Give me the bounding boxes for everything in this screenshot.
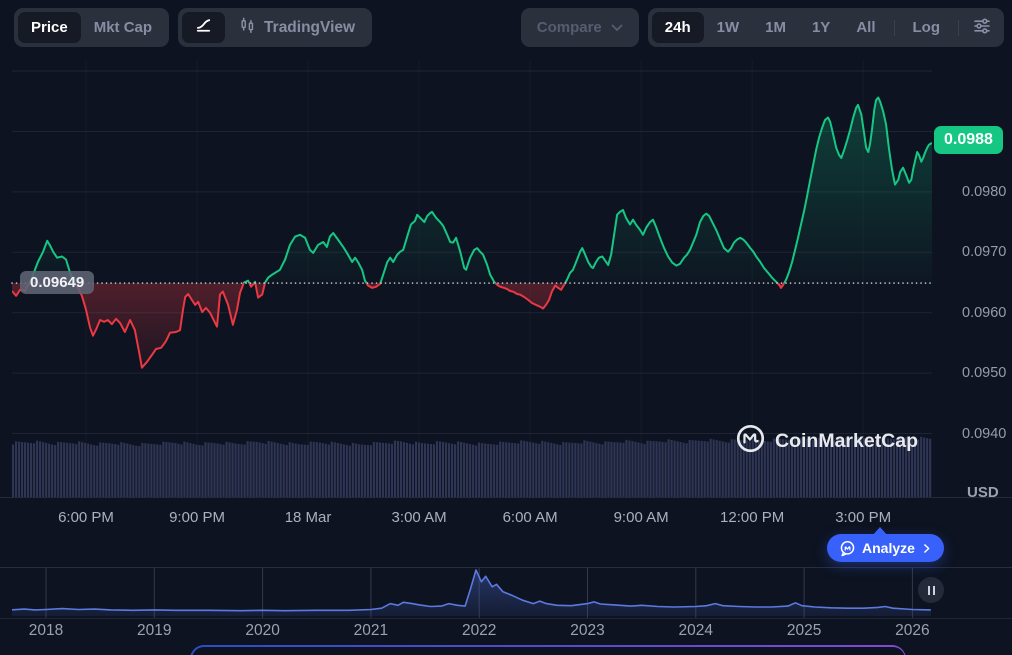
tradingview-label: TradingView — [264, 18, 356, 36]
divider — [893, 19, 895, 36]
line-chart-button[interactable] — [182, 12, 226, 43]
y-axis-label: 0.0940 — [962, 425, 1007, 442]
range-selector: 24h 1W 1M 1Y All Log — [647, 8, 1004, 47]
price-tab[interactable]: Price — [18, 12, 81, 43]
y-axis-label: 0.0950 — [962, 365, 1007, 382]
y-axis-label: 0.0960 — [962, 304, 1007, 321]
range-button-24h[interactable]: 24h — [651, 12, 704, 43]
x-axis-label: 18 Mar — [284, 509, 332, 526]
mktcap-tab[interactable]: Mkt Cap — [81, 12, 165, 43]
navigator-resize-handle[interactable] — [918, 577, 944, 603]
candlestick-icon — [238, 16, 257, 39]
x-axis-label: 3:00 AM — [391, 509, 447, 526]
coinmarketcap-logo-icon — [735, 423, 766, 460]
watermark-label: CoinMarketCap — [775, 430, 919, 452]
divider — [958, 19, 959, 36]
analyze-label: Analyze — [862, 540, 915, 556]
price-mktcap-toggle: Price Mkt Cap — [14, 8, 170, 47]
chart-toolbar: Price Mkt Cap TradingView — [14, 8, 1004, 47]
x-axis-label: 6:00 AM — [502, 509, 558, 526]
current-price-badge: 0.0988 — [934, 126, 1003, 154]
x-axis-label: 9:00 PM — [169, 509, 225, 526]
sliders-icon — [972, 16, 992, 39]
currency-unit-label: USD — [967, 484, 999, 501]
chart-settings-button[interactable] — [964, 12, 1000, 43]
analyze-button[interactable]: Analyze — [827, 527, 944, 562]
analyze-bubble-icon — [839, 540, 856, 557]
tradingview-button[interactable]: TradingView — [225, 12, 368, 43]
x-axis-label: 3:00 PM — [835, 509, 892, 526]
navigator-year-label: 2018 — [28, 622, 64, 639]
navigator-year-label: 2024 — [678, 622, 714, 639]
chevron-right-icon — [921, 543, 932, 554]
navigator-year-label: 2026 — [895, 622, 930, 639]
navigator-year-label: 2022 — [461, 622, 497, 639]
range-button-all[interactable]: All — [843, 12, 888, 43]
range-button-1w[interactable]: 1W — [704, 12, 753, 43]
navigator-year-label: 2025 — [786, 622, 822, 639]
baseline-price-label: 0.09649 — [20, 271, 95, 294]
range-button-1m[interactable]: 1M — [752, 12, 799, 43]
y-axis-label: 0.0970 — [962, 244, 1007, 261]
coinmarketcap-watermark: CoinMarketCap — [735, 423, 918, 460]
chevron-down-icon — [611, 19, 623, 36]
navigator-year-label: 2020 — [245, 622, 280, 639]
compare-button[interactable]: Compare — [520, 8, 639, 47]
navigator-year-label: 2021 — [353, 622, 389, 639]
y-axis-label: 0.0980 — [962, 183, 1007, 200]
next-section-card-border — [190, 645, 906, 655]
compare-label: Compare — [536, 19, 602, 36]
navigator-year-label: 2019 — [137, 622, 172, 639]
range-button-1y[interactable]: 1Y — [799, 12, 843, 43]
navigator-year-label: 2023 — [570, 622, 605, 639]
x-axis-label: 9:00 AM — [613, 509, 669, 526]
x-axis-label: 12:00 PM — [720, 509, 785, 526]
x-axis-label: 6:00 PM — [58, 509, 114, 526]
chart-type-toggle: TradingView — [178, 8, 373, 47]
log-scale-button[interactable]: Log — [900, 12, 954, 43]
line-chart-icon — [194, 16, 213, 39]
